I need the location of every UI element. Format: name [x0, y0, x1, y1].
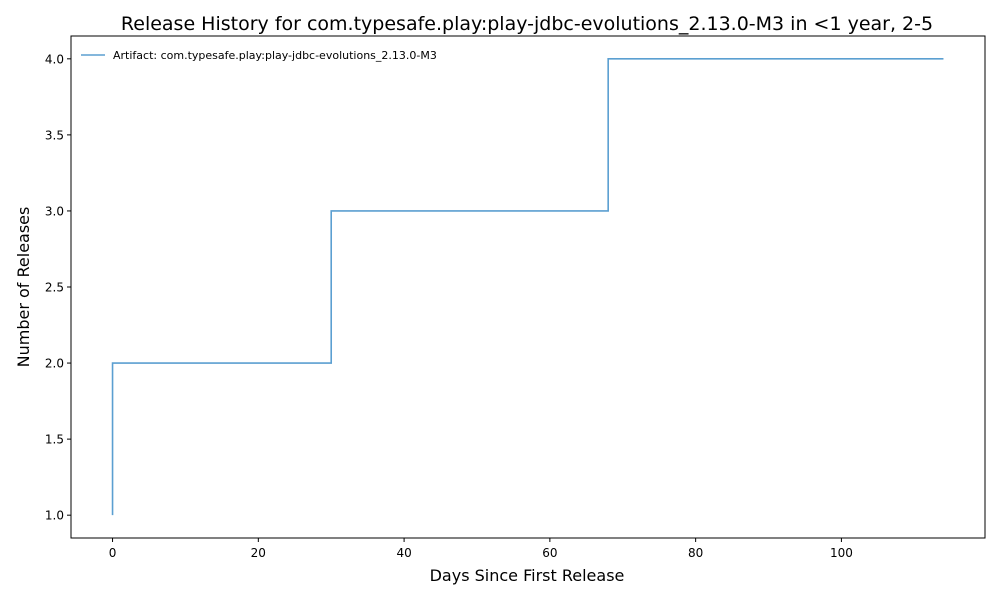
x-tick-label: 80	[688, 546, 703, 560]
x-axis-label: Days Since First Release	[430, 566, 625, 585]
x-axis-ticks: 0 20 40 60 80 100	[109, 538, 853, 560]
y-axis-label: Number of Releases	[14, 207, 33, 368]
chart-title: Release History for com.typesafe.play:pl…	[121, 13, 933, 35]
y-tick-label: 2.5	[45, 281, 64, 295]
y-tick-label: 4.0	[45, 52, 64, 66]
plot-frame	[70, 35, 986, 539]
y-tick-label: 1.0	[45, 509, 64, 523]
y-axis-ticks: 1.0 1.5 2.0 2.5 3.0 3.5 4.0	[45, 52, 71, 523]
x-tick-label: 0	[109, 546, 117, 560]
x-tick-label: 60	[542, 546, 557, 560]
series-layer	[111, 58, 944, 516]
legend-entry-label: Artifact: com.typesafe.play:play-jdbc-ev…	[113, 49, 437, 62]
x-tick-label: 100	[830, 546, 853, 560]
x-tick-label: 20	[251, 546, 266, 560]
y-tick-label: 3.5	[45, 128, 64, 142]
x-tick-label: 40	[396, 546, 411, 560]
y-tick-label: 3.0	[45, 204, 64, 218]
y-tick-label: 1.5	[45, 433, 64, 447]
y-tick-label: 2.0	[45, 357, 64, 371]
series-step-line	[111, 58, 944, 516]
legend: Artifact: com.typesafe.play:play-jdbc-ev…	[81, 49, 437, 62]
